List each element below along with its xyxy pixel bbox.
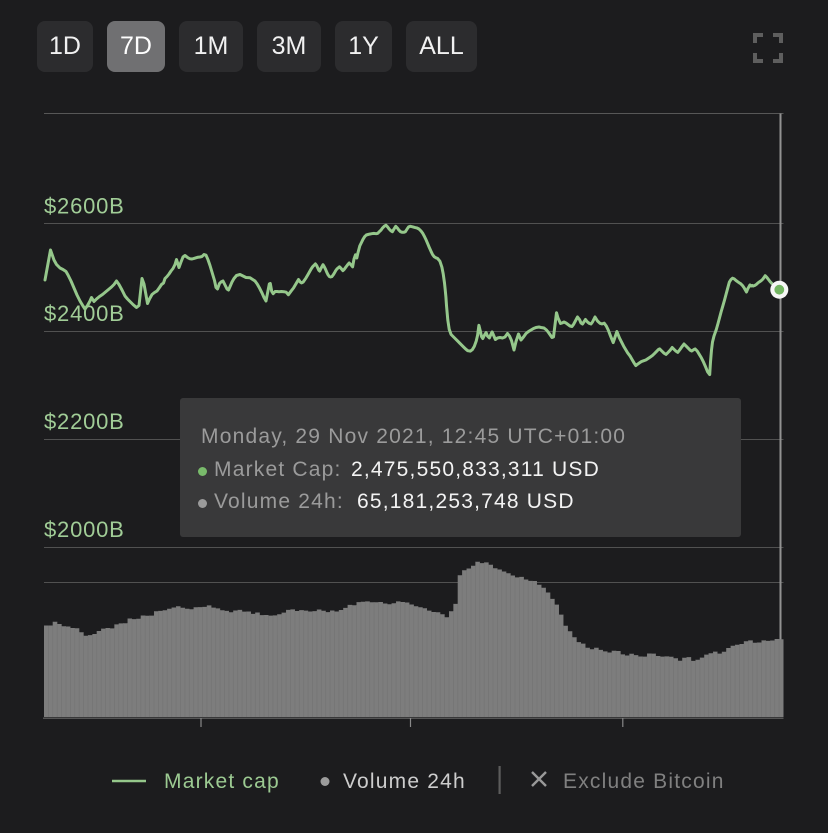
- svg-text:$2600B: $2600B: [44, 194, 125, 219]
- svg-text:$2400B: $2400B: [44, 301, 125, 326]
- svg-text:$2200B: $2200B: [44, 409, 125, 434]
- svg-text:$2000B: $2000B: [44, 517, 125, 542]
